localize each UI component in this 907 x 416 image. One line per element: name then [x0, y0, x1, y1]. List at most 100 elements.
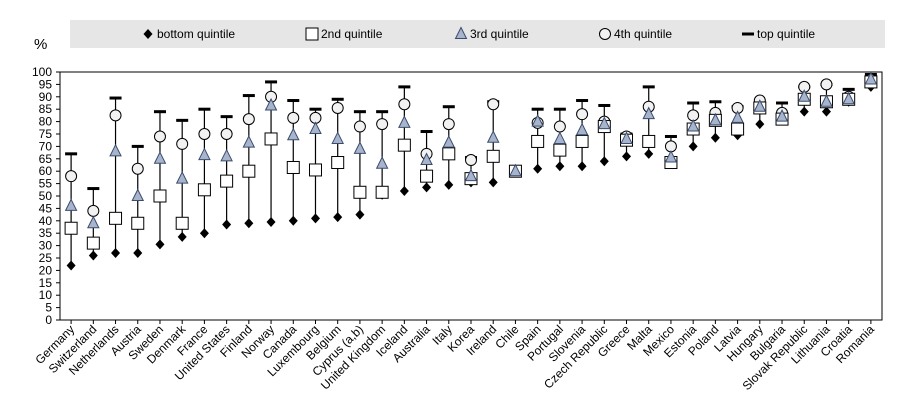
point-diamond [710, 132, 720, 143]
point-square [531, 134, 545, 148]
point-diamond [66, 260, 76, 271]
point-dash [242, 94, 255, 98]
point-dash [531, 107, 544, 111]
y-unit-label: % [34, 36, 47, 53]
y-tick-label: 85 [39, 102, 53, 116]
point-triangle [309, 121, 322, 135]
y-tick-label: 25 [39, 251, 53, 265]
point-diamond [111, 248, 121, 259]
point-circle [576, 108, 589, 121]
point-square [642, 134, 656, 148]
point-triangle [375, 156, 389, 169]
point-circle [131, 162, 144, 175]
point-diamond [444, 179, 454, 190]
point-square [220, 174, 234, 188]
legend-marker-triangle [454, 26, 468, 39]
point-circle [487, 98, 500, 111]
point-triangle [531, 113, 544, 127]
point-circle [220, 128, 233, 140]
point-diamond [821, 106, 831, 117]
point-triangle [331, 131, 345, 144]
point-square [286, 160, 300, 174]
point-dash [353, 110, 366, 114]
point-square [575, 134, 589, 148]
point-circle [820, 78, 833, 91]
point-triangle [553, 131, 567, 144]
point-circle [376, 118, 389, 131]
point-diamond [355, 209, 365, 220]
y-tick-label: 5 [45, 301, 52, 315]
point-dash [842, 87, 855, 91]
point-square [442, 147, 456, 161]
legend-label: bottom quintile [157, 27, 235, 41]
y-tick-label: 75 [39, 127, 53, 141]
y-tick-label: 100 [32, 65, 52, 79]
point-triangle [731, 110, 744, 123]
point-triangle [353, 141, 367, 154]
y-axis: 0510152025303540455055606570758085909510… [32, 65, 60, 327]
point-diamond [622, 151, 632, 162]
point-square [353, 185, 367, 199]
point-circle [87, 204, 100, 217]
point-triangle [87, 215, 100, 229]
point-dash [442, 105, 455, 109]
point-circle [398, 98, 411, 111]
y-tick-label: 50 [39, 189, 53, 203]
legend-label: 4th quintile [614, 27, 672, 41]
data-marks [64, 71, 878, 271]
point-triangle [486, 130, 500, 143]
point-square [731, 122, 745, 136]
y-tick-label: 0 [45, 313, 52, 327]
point-triangle [842, 91, 855, 105]
point-triangle [64, 198, 78, 211]
point-triangle [398, 115, 411, 128]
point-triangle [242, 135, 256, 148]
point-diamond [222, 219, 232, 230]
point-diamond [199, 228, 209, 239]
legend-label: 2nd quintile [321, 27, 383, 41]
point-dash [598, 103, 611, 107]
point-triangle [642, 106, 656, 120]
point-diamond [177, 231, 187, 242]
point-triangle [442, 135, 456, 148]
y-tick-label: 90 [39, 90, 53, 104]
point-triangle [420, 152, 433, 166]
y-tick-label: 35 [39, 226, 53, 240]
point-triangle [864, 71, 878, 85]
legend-label: 3rd quintile [470, 27, 529, 41]
point-triangle [775, 109, 789, 122]
y-tick-label: 10 [39, 288, 53, 302]
point-square [153, 189, 167, 203]
point-dash [109, 96, 122, 100]
point-circle [153, 130, 166, 143]
point-dash [642, 85, 655, 89]
point-square [86, 236, 100, 250]
point-triangle [175, 171, 189, 184]
point-circle [65, 170, 78, 183]
point-diamond [155, 239, 165, 250]
point-diamond [555, 161, 565, 172]
y-tick-label: 65 [39, 152, 53, 166]
legend-marker-diamond [143, 29, 153, 39]
point-square [131, 216, 145, 230]
point-dash [131, 144, 144, 148]
y-tick-label: 70 [39, 139, 53, 153]
point-triangle [198, 147, 211, 161]
y-tick-label: 30 [39, 239, 53, 253]
point-triangle [575, 122, 589, 136]
point-triangle [753, 99, 767, 112]
point-dash [287, 99, 300, 103]
point-diamond [333, 212, 343, 223]
point-dash [398, 85, 411, 89]
point-dash [309, 107, 322, 111]
point-dash [664, 134, 677, 138]
legend-marker-circle [599, 28, 611, 40]
point-triangle [597, 116, 611, 130]
point-square [109, 211, 123, 225]
point-square [397, 138, 411, 152]
y-tick-label: 15 [39, 276, 53, 290]
point-circle [287, 111, 300, 124]
point-dash [265, 80, 278, 84]
point-dash [420, 130, 433, 134]
